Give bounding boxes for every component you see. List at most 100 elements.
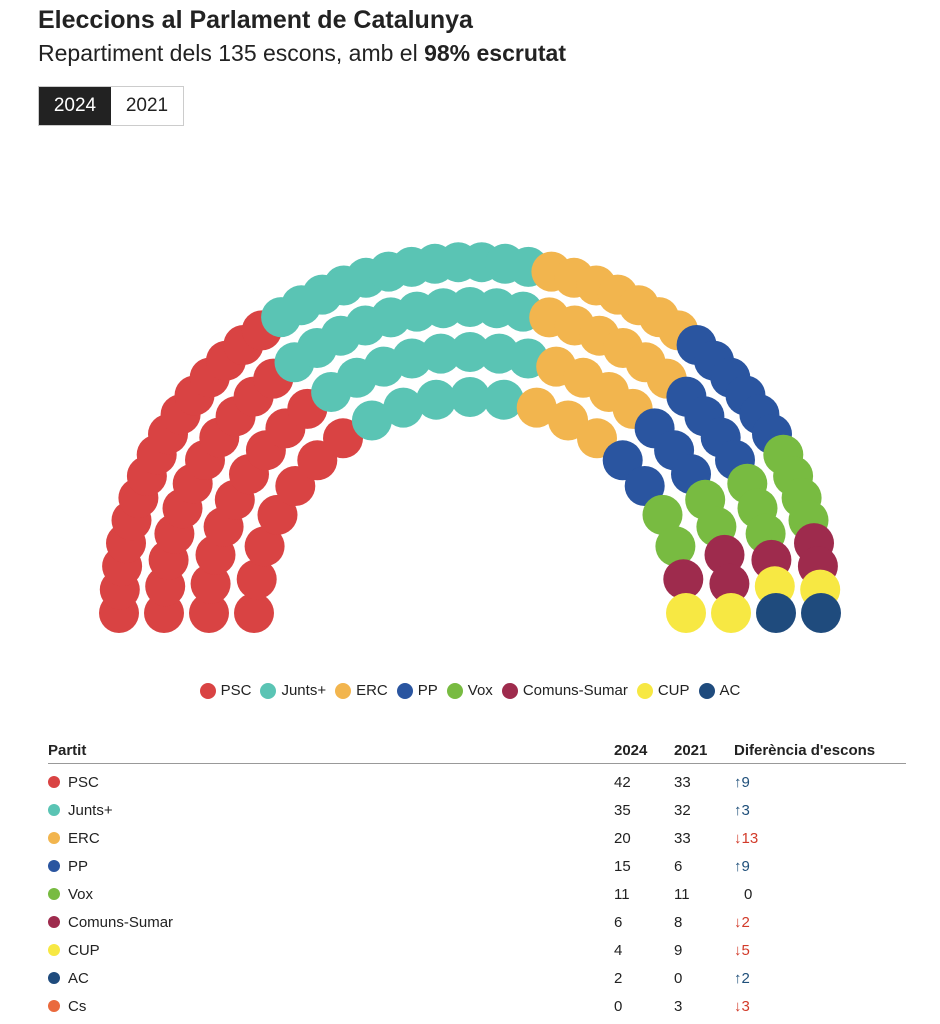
party-color-dot	[48, 971, 60, 984]
legend-item-junts: Junts+	[260, 682, 326, 699]
seat-junts	[351, 400, 392, 441]
party-cell: Vox	[48, 880, 614, 908]
seat-junts	[383, 387, 424, 428]
seat-vox	[655, 526, 696, 567]
year-toggle-2024[interactable]: 2024	[39, 87, 111, 125]
chart-legend: PSC Junts+ ERC PP Vox Comuns-Sumar CUP AC	[0, 682, 940, 699]
seat-psc	[257, 494, 298, 535]
table-row: ERC 20 33 ↓13	[48, 824, 906, 852]
seats-2021: 0	[674, 969, 683, 987]
seat-difference: ↓2	[734, 908, 906, 936]
table-row: Comuns-Sumar 6 8 ↓2	[48, 908, 906, 936]
difference-value: 2	[741, 969, 750, 987]
arrow-down-icon: ↓	[734, 829, 742, 847]
seat-psc	[244, 526, 285, 567]
legend-label: Comuns-Sumar	[522, 682, 628, 699]
seat-junts	[483, 379, 524, 420]
arrow-up-icon: ↑	[734, 969, 742, 987]
legend-swatch	[501, 682, 518, 699]
party-cell: PSC	[48, 764, 614, 797]
legend-label: CUP	[657, 682, 690, 699]
party-cell: Cs	[48, 992, 614, 1020]
party-cell: PP	[48, 852, 614, 880]
legend-item-ac: AC	[698, 682, 740, 699]
legend-item-erc: ERC	[335, 682, 388, 699]
page-title: Eleccions al Parlament de Catalunya	[38, 6, 473, 34]
seat-difference: ↑9	[734, 764, 906, 797]
seats-2021: 33	[674, 829, 691, 847]
table-row: Junts+ 35 32 ↑3	[48, 796, 906, 824]
legend-item-pp: PP	[396, 682, 438, 699]
arrow-down-icon: ↓	[734, 941, 742, 959]
party-color-dot	[48, 803, 60, 816]
seats-2024: 4	[614, 941, 623, 959]
arrow-down-icon: ↓	[734, 997, 742, 1015]
party-cell: Junts+	[48, 796, 614, 824]
party-name: AC	[68, 969, 89, 987]
party-name: CUP	[68, 941, 100, 959]
party-color-dot	[48, 859, 60, 872]
legend-swatch	[698, 682, 715, 699]
seat-difference: 0	[734, 880, 906, 908]
seat-junts	[450, 332, 490, 372]
header-2021: 2021	[674, 737, 734, 764]
table-header-row: Partit 2024 2021 Diferència d'escons	[48, 737, 906, 764]
seat-difference: ↓5	[734, 936, 906, 964]
party-name: Junts+	[68, 801, 113, 819]
seat-comuns-sumar	[663, 559, 704, 600]
legend-label: Vox	[467, 682, 493, 699]
table-row: PSC 42 33 ↑9	[48, 764, 906, 797]
seats-2021: 8	[674, 913, 683, 931]
legend-swatch	[260, 682, 277, 699]
difference-value: 0	[744, 885, 753, 903]
seats-2024: 11	[614, 885, 630, 903]
arrow-down-icon: ↓	[734, 913, 742, 931]
seats-2021: 32	[674, 801, 691, 819]
legend-label: ERC	[356, 682, 388, 699]
difference-value: 9	[741, 773, 750, 791]
table-row: Vox 11 11 0	[48, 880, 906, 908]
seats-2024: 2	[614, 969, 623, 987]
party-name: PSC	[68, 773, 99, 791]
difference-value: 3	[741, 801, 750, 819]
seat-difference: ↑3	[734, 796, 906, 824]
seats-2021: 6	[674, 857, 683, 875]
party-color-dot	[48, 887, 60, 900]
seat-pp	[624, 466, 665, 506]
seats-2024: 35	[614, 801, 631, 819]
parliament-chart	[99, 242, 841, 633]
legend-swatch	[636, 682, 653, 699]
seat-junts	[416, 379, 457, 420]
seat-cup	[666, 593, 706, 633]
seats-2024: 6	[614, 913, 623, 931]
seats-2024: 0	[614, 997, 623, 1015]
page-subtitle: Repartiment dels 135 escons, amb el 98% …	[38, 40, 566, 67]
seats-2021: 33	[674, 773, 691, 791]
party-cell: Comuns-Sumar	[48, 908, 614, 936]
seat-difference: ↓13	[734, 824, 906, 852]
party-color-dot	[48, 775, 60, 788]
seats-2021: 11	[674, 885, 690, 903]
table-row: PP 15 6 ↑9	[48, 852, 906, 880]
legend-label: PSC	[220, 682, 252, 699]
party-cell: ERC	[48, 824, 614, 852]
party-name: Vox	[68, 885, 94, 903]
year-toggle-2021[interactable]: 2021	[111, 87, 183, 125]
legend-label: PP	[417, 682, 438, 699]
seats-2024: 20	[614, 829, 631, 847]
seats-2024: 15	[614, 857, 631, 875]
party-name: ERC	[68, 829, 100, 847]
seat-ac	[756, 593, 796, 633]
arrow-up-icon: ↑	[734, 773, 742, 791]
subtitle-text: Repartiment dels 135 escons, amb el	[38, 40, 425, 66]
seat-ac	[801, 593, 841, 633]
seat-psc	[236, 559, 277, 600]
difference-value: 5	[741, 941, 750, 959]
seat-erc	[548, 400, 589, 441]
legend-item-comuns-sumar: Comuns-Sumar	[501, 682, 628, 699]
party-color-dot	[48, 831, 60, 844]
party-color-dot	[48, 915, 60, 928]
header-2024: 2024	[614, 737, 674, 764]
table-row: Cs 0 3 ↓3	[48, 992, 906, 1020]
seats-2021: 3	[674, 997, 683, 1015]
